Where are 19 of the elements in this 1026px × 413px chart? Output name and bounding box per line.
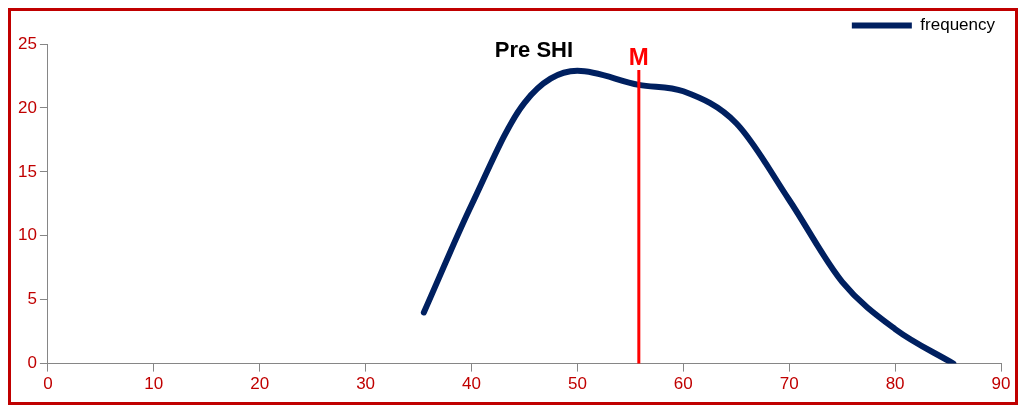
x-tick-label: 0 — [43, 374, 53, 394]
x-tick-label: 10 — [144, 374, 164, 394]
legend-label: frequency — [920, 15, 996, 35]
x-tick-label: 80 — [885, 374, 905, 394]
chart-title: Pre SHI — [494, 37, 574, 63]
ref-line-label: M — [628, 42, 649, 70]
y-tick-label: 0 — [27, 353, 37, 373]
x-tick-label: 40 — [462, 374, 481, 394]
x-tick-label: 90 — [991, 374, 1011, 394]
y-tick-label: 10 — [17, 225, 37, 245]
x-tick-label: 20 — [250, 374, 270, 394]
x-tick-label: 50 — [567, 374, 587, 394]
y-tick-label: 25 — [17, 33, 37, 53]
y-tick-label: 5 — [27, 289, 37, 309]
x-tick-label: 70 — [779, 374, 799, 394]
x-tick-label: 30 — [356, 374, 376, 394]
x-tick-label: 60 — [673, 374, 693, 394]
y-tick-label: 20 — [17, 97, 37, 117]
y-tick-label: 15 — [17, 161, 37, 181]
